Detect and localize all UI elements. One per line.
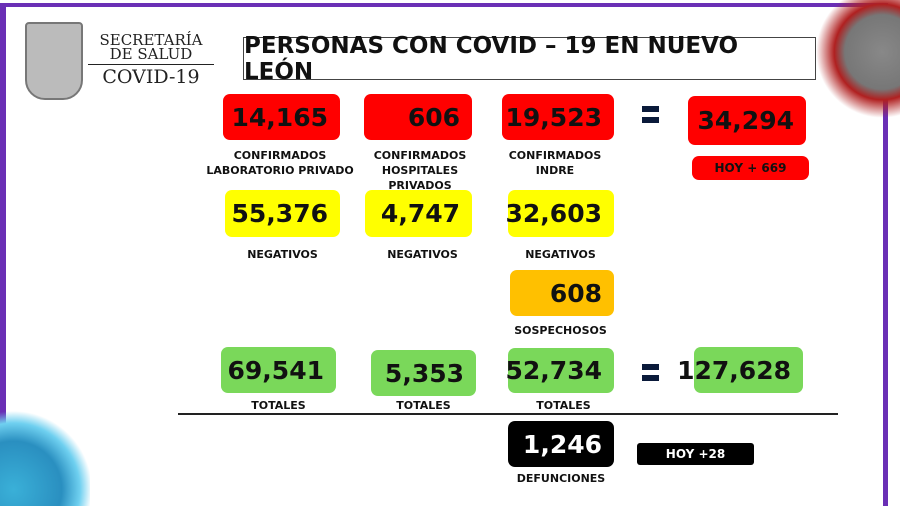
- confirmed-hosp-privados-label: CONFIRMADOS HOSPITALES PRIVADOS: [373, 149, 467, 192]
- org-name: SECRETARÍA DE SALUD COVID-19: [88, 33, 214, 87]
- confirmed-lab-privado-value: 14,165: [223, 94, 340, 140]
- suspects-value: 608: [510, 270, 614, 316]
- confirmed-indre-label: CONFIRMADOS INDRE: [508, 149, 602, 177]
- negatives-lab-value: 55,376: [225, 190, 340, 237]
- negatives-lab-label: NEGATIVOS: [247, 248, 318, 261]
- totals-lab-value: 69,541: [221, 347, 336, 393]
- divider: [178, 413, 838, 415]
- state-coat-of-arms-logo: [25, 22, 83, 100]
- totals-indre-value: 52,734: [506, 348, 614, 393]
- suspects-label: SOSPECHOSOS: [514, 324, 607, 337]
- totals-hosp-value: 5,353: [371, 350, 476, 396]
- coronavirus-image: [810, 0, 900, 130]
- deaths-label: DEFUNCIONES: [516, 472, 606, 485]
- totals-lab-label: TOTALES: [251, 399, 306, 412]
- covid-subtitle: COVID-19: [102, 66, 200, 88]
- confirmed-total-value: 34,294: [688, 96, 806, 145]
- confirmed-lab-privado-label: CONFIRMADOS LABORATORIO PRIVADO: [206, 149, 354, 177]
- negatives-indre-label: NEGATIVOS: [525, 248, 596, 261]
- negatives-hosp-label: NEGATIVOS: [387, 248, 458, 261]
- page-title: PERSONAS CON COVID – 19 EN NUEVO LEÓN: [243, 33, 816, 85]
- deaths-today-badge: HOY +28: [637, 443, 754, 465]
- negatives-hosp-value: 4,747: [365, 190, 472, 237]
- org-line-1: SECRETARÍA: [99, 31, 203, 49]
- equals-icon: [642, 106, 659, 123]
- confirmed-indre-value: 19,523: [502, 94, 614, 140]
- confirmed-hosp-privados-value: 606: [364, 94, 472, 140]
- virus-image: [0, 396, 90, 506]
- deaths-value: 1,246: [508, 421, 614, 467]
- totals-indre-label: TOTALES: [536, 399, 591, 412]
- negatives-indre-value: 32,603: [506, 190, 614, 237]
- confirmed-today-badge: HOY + 669: [692, 156, 809, 180]
- slide-frame: [0, 3, 888, 506]
- equals-icon: [642, 364, 659, 381]
- grand-total-value: 127,628: [677, 347, 803, 393]
- totals-hosp-label: TOTALES: [396, 399, 451, 412]
- org-line-2: DE SALUD: [109, 45, 193, 63]
